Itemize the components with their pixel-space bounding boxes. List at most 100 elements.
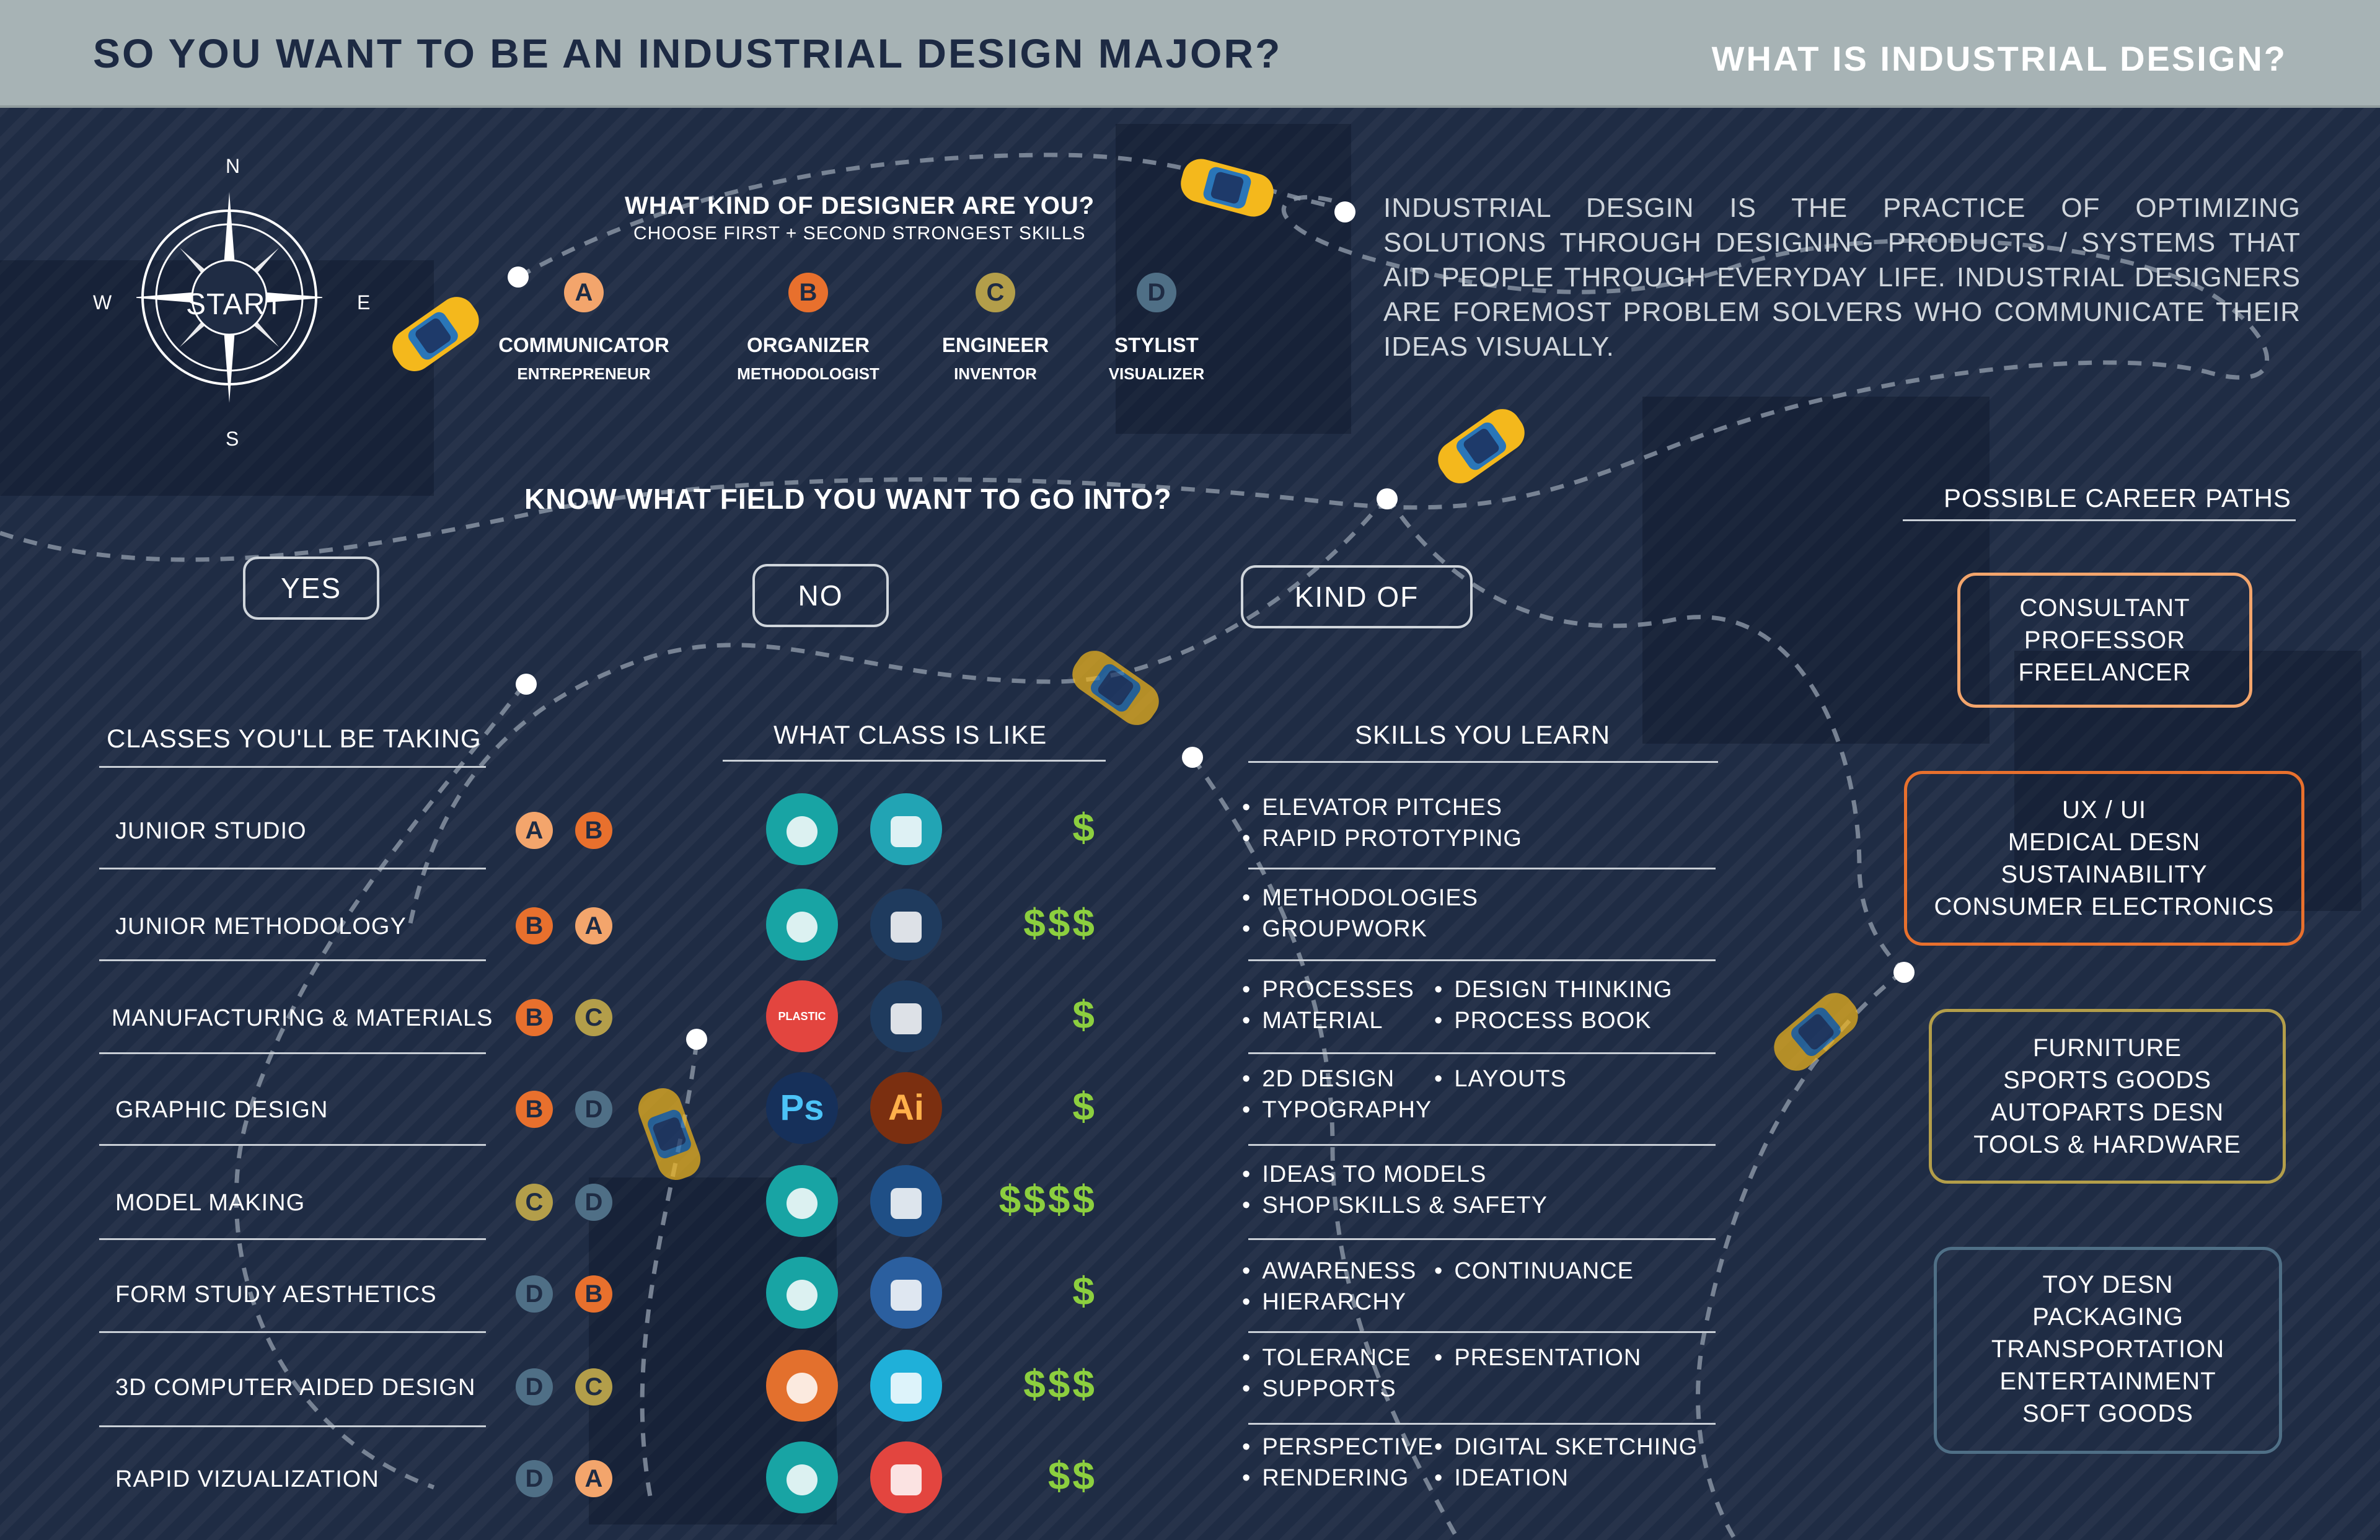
skill-group-divider: [1248, 1238, 1716, 1240]
class-cost: $$$: [1023, 900, 1097, 945]
class-name: GRAPHIC DESIGN: [115, 1097, 328, 1123]
class-cost: $: [1072, 1269, 1097, 1313]
miter-saw-icon-glyph: [787, 1187, 818, 1219]
career-path-item: TOY DESN: [2042, 1271, 2174, 1298]
classes-heading-rule: [99, 766, 486, 768]
compass-south: S: [226, 428, 239, 450]
designer-type-c-name: ENGINEER: [941, 333, 1049, 356]
designer-type-a-name: COMMUNICATOR: [498, 333, 669, 356]
team-table-icon: [766, 889, 838, 961]
class-row-divider: [99, 1144, 486, 1146]
career-path-item: AUTOPARTS DESN: [1990, 1099, 2224, 1126]
skill-item: PROCESS BOOK: [1434, 1008, 1652, 1034]
class-cost: $: [1072, 805, 1097, 850]
skill-item: RENDERING: [1242, 1465, 1409, 1492]
answer-no-button[interactable]: NO: [752, 564, 889, 627]
skill-item: PRESENTATION: [1434, 1345, 1641, 1371]
designer-type-b-badge: B: [788, 273, 828, 312]
skill-group-divider: [1248, 1423, 1716, 1425]
class-second-skill-badge: C: [575, 1368, 612, 1406]
class-first-skill-badge: A: [516, 812, 553, 849]
class-second-skill-badge: B: [575, 812, 612, 849]
3d-cube-icon: [766, 1350, 838, 1422]
designer-type-b-sub: METHODOLOGIST: [737, 364, 879, 383]
answer-yes-button[interactable]: YES: [243, 557, 379, 620]
class-first-skill-badge: B: [516, 907, 553, 944]
skill-item: AWARENESS: [1242, 1258, 1416, 1285]
career-path-box: FURNITURE SPORTS GOODS AUTOPARTS DESN TOOLS…: [1929, 1009, 2286, 1184]
class-cost: $$$$: [998, 1177, 1097, 1221]
3d-cube-icon-glyph: [787, 1372, 818, 1404]
photoshop-icon: Ps: [766, 1072, 838, 1144]
team-table-icon-glyph: [787, 911, 818, 943]
pencil-icon-glyph: [787, 1279, 818, 1311]
lightbulb-head-icon-glyph: [787, 816, 818, 847]
class-first-skill-badge: D: [516, 1368, 553, 1406]
skill-item: DESIGN THINKING: [1434, 977, 1672, 1003]
class-second-skill-badge: C: [575, 999, 612, 1036]
car-icon: [392, 297, 479, 372]
designer-type-a-badge: A: [564, 273, 604, 312]
career-path-item: TOOLS & HARDWARE: [1973, 1131, 2241, 1158]
paint-brush-icon: [870, 1257, 942, 1329]
paint-brush-icon-glyph: [891, 1279, 922, 1311]
career-path-box: TOY DESN PACKAGING TRANSPORTATION ENTERTAIN…: [1934, 1247, 2282, 1454]
start-label: START: [186, 288, 284, 321]
header-bar: SO YOU WANT TO BE AN INDUSTRIAL DESIGN M…: [0, 0, 2380, 108]
gear-icon: [870, 980, 942, 1052]
drawing-tablet-icon-glyph: [787, 1464, 818, 1495]
skill-item: ELEVATOR PITCHES: [1242, 794, 1502, 821]
career-path-item: CONSULTANT: [2019, 594, 2190, 622]
career-path-item: MEDICAL DESN: [2008, 829, 2201, 856]
car-icon: [1774, 993, 1858, 1071]
career-path-item: TRANSPORTATION: [1991, 1335, 2225, 1363]
plastic-materials-icon: PLASTIC: [766, 980, 838, 1052]
drawing-tablet-icon: [766, 1441, 838, 1513]
career-path-item: SOFT GOODS: [2022, 1400, 2193, 1427]
solidworks-icon: [870, 1350, 942, 1422]
career-path-item: ENTERTAINMENT: [1999, 1368, 2216, 1395]
class-name: JUNIOR STUDIO: [115, 818, 307, 844]
career-path-item: SPORTS GOODS: [2003, 1067, 2211, 1094]
career-path-box: CONSULTANT PROFESSOR FREELANCER: [1957, 573, 2252, 708]
careers-heading-rule: [1903, 519, 2296, 521]
skill-item: LAYOUTS: [1434, 1066, 1567, 1093]
class-cost: $: [1072, 992, 1097, 1037]
car-icon: [1072, 651, 1159, 725]
skill-item: SUPPORTS: [1242, 1376, 1396, 1402]
class-row-divider: [99, 959, 486, 961]
class-name: MANUFACTURING & MATERIALS: [112, 1005, 493, 1031]
skill-item: PROCESSES: [1242, 977, 1414, 1003]
compass-rose-icon: [136, 192, 322, 403]
skill-item: CONTINUANCE: [1434, 1258, 1634, 1285]
skill-item: IDEATION: [1434, 1465, 1569, 1492]
class-name: 3D COMPUTER AIDED DESIGN: [115, 1375, 476, 1401]
career-path-item: UX / UI: [2062, 796, 2146, 824]
skill-group-divider: [1248, 1331, 1716, 1333]
designer-question-subtitle: CHOOSE FIRST + SECOND STRONGEST SKILLS: [633, 223, 1086, 244]
class-row-divider: [99, 1052, 486, 1054]
designer-type-c-badge: C: [976, 273, 1015, 312]
presenter-icon: [870, 793, 942, 865]
solidworks-icon-glyph: [891, 1372, 922, 1404]
skill-group-divider: [1248, 1144, 1716, 1146]
skill-item: METHODOLOGIES: [1242, 885, 1478, 912]
skill-item: RAPID PROTOTYPING: [1242, 825, 1522, 852]
classes-heading: CLASSES YOU'LL BE TAKING: [107, 724, 482, 753]
illustrator-icon: Ai: [870, 1072, 942, 1144]
career-path-item: SUSTAINABILITY: [2001, 861, 2208, 888]
class-row-divider: [99, 1238, 486, 1240]
class-second-skill-badge: A: [575, 907, 612, 944]
class-like-heading-rule: [723, 760, 1106, 762]
marker-icon-glyph: [891, 1464, 922, 1495]
class-second-skill-badge: D: [575, 1091, 612, 1128]
skill-group-divider: [1248, 959, 1716, 961]
skill-group-divider: [1248, 868, 1716, 869]
class-name: JUNIOR METHODOLOGY: [115, 913, 407, 939]
compass: N S W E START: [93, 155, 372, 450]
skill-item: PERSPECTIVE: [1242, 1434, 1434, 1461]
answer-kind-of-button[interactable]: KIND OF: [1241, 565, 1473, 628]
car-icon: [638, 1088, 701, 1180]
skill-item: TOLERANCE: [1242, 1345, 1411, 1371]
drill-icon: [870, 1165, 942, 1237]
